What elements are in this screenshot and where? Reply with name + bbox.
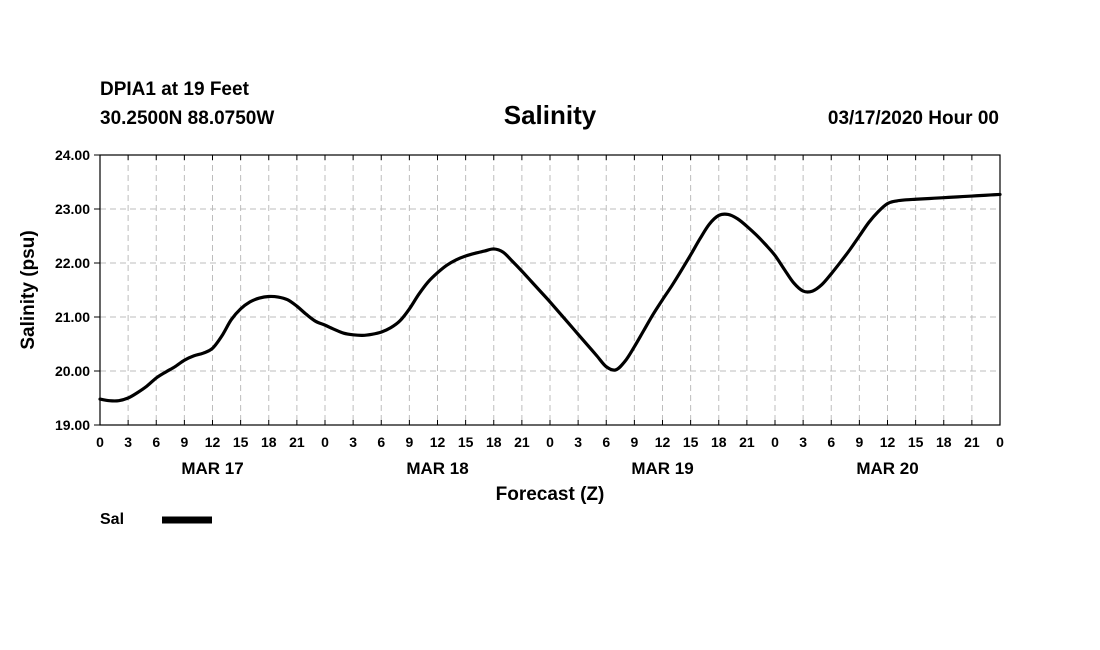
x-tick-label: 18: [711, 434, 727, 450]
x-tick-label: 0: [321, 434, 329, 450]
x-tick-label: 9: [405, 434, 413, 450]
y-axis-label: Salinity (psu): [18, 230, 39, 349]
x-tick-label: 18: [486, 434, 502, 450]
x-day-label: MAR 19: [631, 459, 693, 478]
x-tick-label: 6: [602, 434, 610, 450]
x-tick-label: 12: [880, 434, 896, 450]
y-tick-label: 20.00: [55, 363, 90, 379]
x-tick-label: 21: [514, 434, 530, 450]
plot-frame: [99, 154, 1001, 426]
x-tick-label: 3: [349, 434, 357, 450]
x-day-label: MAR 20: [856, 459, 918, 478]
x-day-label: MAR 17: [181, 459, 243, 478]
x-tick-label: 18: [936, 434, 952, 450]
station-name: DPIA1 at 19 Feet: [100, 79, 250, 100]
x-tick-label: 15: [908, 434, 924, 450]
series-layer: [98, 192, 1002, 403]
x-tick-label: 15: [458, 434, 474, 450]
x-tick-label: 0: [546, 434, 554, 450]
legend: Sal: [100, 511, 212, 528]
x-tick-label: 9: [630, 434, 638, 450]
x-tick-label: 21: [739, 434, 755, 450]
series-line-sal: [98, 192, 1002, 403]
x-tick-label: 18: [261, 434, 277, 450]
x-tick-label: 0: [96, 434, 104, 450]
x-tick-label: 0: [771, 434, 779, 450]
y-tick-label: 19.00: [55, 417, 90, 433]
x-tick-label: 12: [655, 434, 671, 450]
y-tick-label: 22.00: [55, 255, 90, 271]
x-tick-label: 9: [180, 434, 188, 450]
x-tick-label: 3: [574, 434, 582, 450]
x-tick-label: 0: [996, 434, 1004, 450]
y-tick-label: 23.00: [55, 201, 90, 217]
legend-label-sal: Sal: [100, 511, 124, 528]
chart-title: Salinity: [504, 100, 597, 130]
x-tick-label: 6: [152, 434, 160, 450]
grid-lines: [100, 155, 1000, 425]
station-location: 30.2500N 88.0750W: [100, 108, 274, 129]
y-tick-label: 24.00: [55, 147, 90, 163]
x-tick-label: 3: [124, 434, 132, 450]
x-day-label: MAR 18: [406, 459, 468, 478]
x-tick-label: 6: [827, 434, 835, 450]
x-tick-label: 12: [430, 434, 446, 450]
axis-ticks: 0 3 6 9 12 15 18 21 0 3 6 9 12 15 18 21 0 3 6 9 12 15 18 21 0 3 6 9…: [55, 147, 1004, 478]
x-tick-label: 12: [205, 434, 221, 450]
x-tick-label: 21: [289, 434, 305, 450]
x-tick-label: 9: [855, 434, 863, 450]
x-tick-label: 21: [964, 434, 980, 450]
x-tick-label: 6: [377, 434, 385, 450]
x-axis-label: Forecast (Z): [496, 484, 605, 505]
x-tick-label: 3: [799, 434, 807, 450]
x-tick-label: 15: [233, 434, 249, 450]
forecast-datetime: 03/17/2020 Hour 00: [828, 108, 999, 129]
x-tick-label: 15: [683, 434, 699, 450]
y-tick-label: 21.00: [55, 309, 90, 325]
